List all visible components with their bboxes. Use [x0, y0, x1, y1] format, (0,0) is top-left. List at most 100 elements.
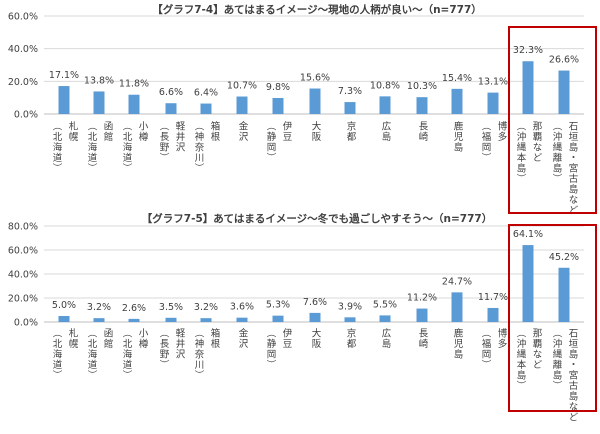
category-label: 大阪	[310, 327, 322, 349]
category-label: 京都	[345, 327, 357, 349]
category-label: 函館	[102, 328, 114, 349]
data-label: 3.5%	[159, 302, 183, 313]
bar	[236, 96, 248, 114]
data-label: 24.7%	[442, 276, 472, 287]
bar	[558, 267, 570, 322]
data-label: 5.3%	[266, 300, 290, 311]
category-label: 札幌	[67, 120, 79, 142]
bar	[379, 315, 391, 322]
category-sublabel: （福岡）	[480, 328, 492, 370]
data-label: 2.6%	[122, 303, 146, 314]
category-label: 那覇など	[531, 121, 543, 163]
chart-1: 【グラフ7-4】あてはまるイメージ～現地の人柄が良い～（n=777） 0.0% 20…	[8, 3, 597, 216]
bar	[416, 97, 428, 114]
category-sublabel: （静岡）	[265, 121, 277, 163]
y-tick-label: 20.0%	[8, 294, 38, 305]
category-sublabel: （長野）	[158, 121, 170, 163]
bar	[128, 318, 140, 322]
bar	[165, 317, 177, 322]
category-label: 博多	[496, 120, 508, 142]
category-label: 金沢	[237, 327, 249, 349]
category-label: 博多	[496, 327, 508, 349]
bar	[344, 317, 356, 322]
bar	[93, 91, 105, 114]
category-label: 京都	[345, 120, 357, 142]
chart-title: 【グラフ7-5】あてはまるイメージ～冬でも過ごしやすそう～（n=777）	[142, 212, 492, 225]
category-label: 広島	[380, 120, 392, 142]
bar	[128, 94, 140, 114]
y-tick-label: 60.0%	[8, 12, 38, 23]
bar	[522, 61, 534, 114]
data-label: 15.4%	[442, 73, 472, 84]
category-sublabel: （北海道）	[86, 328, 98, 381]
bar	[200, 318, 212, 322]
data-label: 3.2%	[194, 302, 218, 313]
category-sublabel: （沖縄本島）	[515, 121, 527, 184]
bar	[93, 318, 105, 322]
category-sublabel: （北海道）	[121, 328, 133, 381]
data-label: 6.4%	[194, 88, 218, 99]
bar	[309, 312, 321, 322]
category-label: 鹿児島	[452, 120, 464, 152]
bar	[236, 317, 248, 322]
data-label: 11.8%	[119, 79, 149, 90]
y-tick-label: 0.0%	[14, 318, 38, 329]
bar	[344, 102, 356, 114]
bar	[487, 307, 499, 322]
y-tick-label: 20.0%	[8, 77, 38, 88]
category-label: 石垣島・宮古島など	[567, 121, 579, 216]
data-label: 3.6%	[230, 302, 254, 313]
category-sublabel: （北海道）	[121, 121, 133, 174]
category-sublabel: （神奈川）	[193, 328, 205, 381]
category-label: 伊豆	[281, 120, 293, 142]
bar	[451, 292, 463, 322]
chart-title: 【グラフ7-4】あてはまるイメージ～現地の人柄が良い～（n=777）	[152, 3, 482, 16]
category-sublabel: （長野）	[158, 328, 170, 370]
category-sublabel: （福岡）	[480, 121, 492, 163]
category-label: 函館	[102, 121, 114, 142]
data-label: 10.3%	[407, 81, 437, 92]
category-label: 伊豆	[281, 327, 293, 349]
bar	[309, 88, 321, 114]
data-label: 13.1%	[478, 77, 508, 88]
data-label: 10.8%	[370, 80, 400, 91]
category-label: 鹿児島	[452, 327, 464, 359]
category-label: 箱根	[209, 327, 221, 349]
category-sublabel: （静岡）	[265, 328, 277, 370]
data-label: 15.6%	[300, 73, 330, 84]
bar	[272, 315, 284, 322]
bar	[522, 245, 534, 322]
category-label: 小樽	[137, 328, 149, 349]
category-sublabel: （北海道）	[51, 328, 63, 381]
bar	[451, 88, 463, 114]
category-label: 軽井沢	[174, 121, 186, 153]
category-label: 札幌	[67, 327, 79, 349]
y-tick-label: 0.0%	[14, 110, 38, 121]
data-label: 64.1%	[513, 229, 543, 240]
data-label: 45.2%	[549, 252, 579, 263]
highlight-frame	[508, 26, 597, 214]
category-sublabel: （北海道）	[51, 121, 63, 174]
bar	[58, 316, 70, 322]
bar	[558, 70, 570, 114]
data-label: 26.6%	[549, 55, 579, 66]
bar	[272, 97, 284, 114]
data-label: 17.1%	[49, 70, 79, 81]
bar	[58, 86, 70, 114]
chart-2: 【グラフ7-5】あてはまるイメージ～冬でも過ごしやすそう～（n=777） 0.0%…	[8, 212, 597, 423]
category-label: 長崎	[417, 121, 429, 142]
category-label: 広島	[380, 327, 392, 349]
category-sublabel: （北海道）	[86, 121, 98, 174]
data-label: 32.3%	[513, 45, 543, 56]
y-tick-label: 60.0%	[8, 246, 38, 257]
category-sublabel: （沖縄本島）	[515, 328, 527, 391]
data-label: 5.0%	[52, 300, 76, 311]
bar	[379, 96, 391, 114]
category-sublabel: （神奈川）	[193, 121, 205, 174]
bar	[165, 103, 177, 114]
data-label: 10.7%	[227, 81, 257, 92]
data-label: 9.8%	[266, 82, 290, 93]
y-tick-label: 40.0%	[8, 270, 38, 281]
bar	[487, 92, 499, 114]
data-label: 3.2%	[87, 302, 111, 313]
